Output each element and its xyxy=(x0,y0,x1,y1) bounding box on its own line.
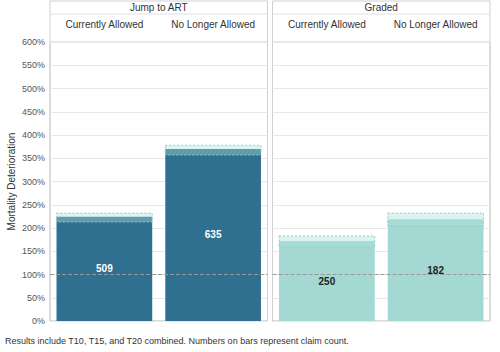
svg-text:Mortality Deterioration: Mortality Deterioration xyxy=(6,133,17,231)
svg-text:50%: 50% xyxy=(27,293,45,303)
svg-text:200%: 200% xyxy=(22,223,45,233)
svg-text:182: 182 xyxy=(427,265,444,276)
svg-text:Jump to ART: Jump to ART xyxy=(130,2,188,13)
svg-text:400%: 400% xyxy=(22,130,45,140)
svg-text:635: 635 xyxy=(205,229,222,240)
svg-text:300%: 300% xyxy=(22,177,45,187)
svg-text:250: 250 xyxy=(319,276,336,287)
svg-text:Currently Allowed: Currently Allowed xyxy=(65,19,143,30)
svg-text:350%: 350% xyxy=(22,153,45,163)
svg-text:Results include T10, T15, and: Results include T10, T15, and T20 combin… xyxy=(5,336,349,346)
svg-text:Currently Allowed: Currently Allowed xyxy=(288,19,366,30)
svg-text:450%: 450% xyxy=(22,107,45,117)
svg-text:509: 509 xyxy=(96,263,113,274)
svg-text:600%: 600% xyxy=(22,37,45,47)
svg-text:150%: 150% xyxy=(22,246,45,256)
svg-text:No Longer Allowed: No Longer Allowed xyxy=(394,19,478,30)
svg-text:Graded: Graded xyxy=(365,2,398,13)
svg-text:100%: 100% xyxy=(22,270,45,280)
svg-text:0%: 0% xyxy=(32,316,45,326)
svg-text:550%: 550% xyxy=(22,60,45,70)
svg-text:500%: 500% xyxy=(22,84,45,94)
svg-text:250%: 250% xyxy=(22,200,45,210)
svg-text:No Longer Allowed: No Longer Allowed xyxy=(171,19,255,30)
